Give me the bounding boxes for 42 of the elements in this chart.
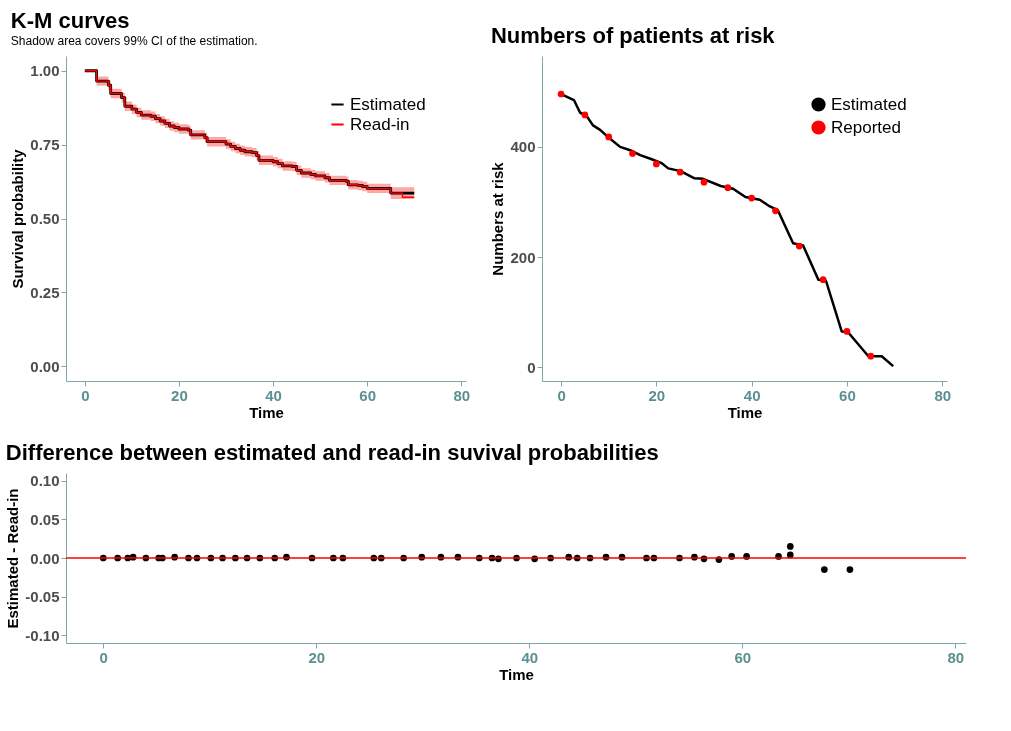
y-tick-label: 400 xyxy=(510,138,536,156)
x-tick-label: 80 xyxy=(934,386,952,404)
y-tick-label: 0 xyxy=(527,358,536,376)
x-axis-title: Time xyxy=(727,403,763,421)
y-tick-label: 0.25 xyxy=(30,283,60,301)
legend-label: Estimated xyxy=(831,94,907,114)
y-tick-label: 0.50 xyxy=(30,210,60,227)
y-tick-label: 0.05 xyxy=(30,510,60,528)
x-tick-label: 60 xyxy=(839,386,856,404)
legend-label: Estimated xyxy=(350,94,426,114)
chart-title: K-M curves xyxy=(10,8,130,33)
y-tick-label: 200 xyxy=(510,248,536,266)
x-tick-label: 40 xyxy=(743,386,761,404)
chart-title: Numbers of patients at risk xyxy=(490,23,776,48)
y-axis-title: Estimated - Read-in xyxy=(4,488,22,629)
y-tick-label: 0.10 xyxy=(30,472,60,490)
x-tick-label: 60 xyxy=(359,386,377,404)
x-tick-label: 20 xyxy=(171,386,188,404)
x-axis-title: Time xyxy=(249,403,284,421)
x-tick-label: 0 xyxy=(99,648,108,666)
x-tick-label: 0 xyxy=(557,386,566,404)
legend-label: Reported xyxy=(831,117,901,137)
x-tick-label: 20 xyxy=(648,386,666,404)
y-tick-label: 0.00 xyxy=(30,357,60,375)
y-tick-label: 1.00 xyxy=(30,62,60,80)
legend-label: Read-in xyxy=(350,114,410,134)
x-tick-label: 40 xyxy=(521,648,539,666)
x-tick-label: 20 xyxy=(308,648,326,666)
x-tick-label: 0 xyxy=(81,386,90,404)
y-axis-title: Numbers at risk xyxy=(489,161,507,276)
x-tick-label: 60 xyxy=(734,648,752,666)
y-tick-label: 0.00 xyxy=(30,549,60,567)
y-tick-label: -0.10 xyxy=(25,626,60,644)
y-tick-label: 0.75 xyxy=(30,136,60,154)
x-tick-label: 40 xyxy=(265,386,282,404)
x-tick-label: 80 xyxy=(453,386,471,404)
chart-title: Difference between estimated and read-in suvival probabilities xyxy=(5,440,659,465)
x-axis-title: Time xyxy=(499,665,534,683)
chart-subtitle: Shadow area covers 99% CI of the estimation. xyxy=(10,34,258,48)
y-axis-title: Survival probability xyxy=(9,148,27,289)
x-tick-label: 80 xyxy=(947,648,965,666)
y-tick-label: -0.05 xyxy=(25,588,60,606)
